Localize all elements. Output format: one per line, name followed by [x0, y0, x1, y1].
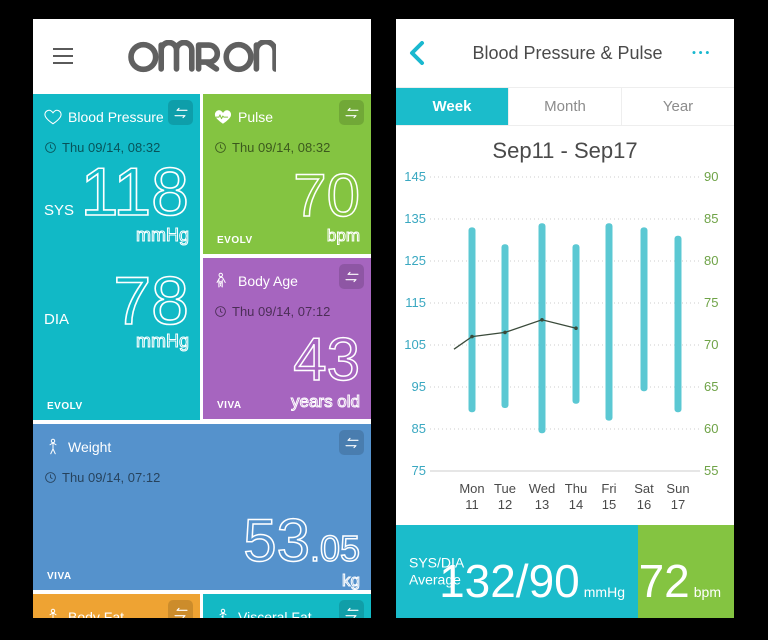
svg-text:65: 65	[704, 379, 718, 394]
svg-text:kg: kg	[342, 571, 360, 590]
svg-text:70: 70	[293, 162, 360, 229]
svg-text:11: 11	[465, 497, 479, 512]
svg-text:years old: years old	[291, 392, 360, 411]
svg-text:bpm: bpm	[327, 226, 360, 245]
svg-text:125: 125	[404, 253, 426, 268]
svg-text:mmHg: mmHg	[136, 225, 189, 245]
svg-text:78: 78	[113, 263, 189, 339]
svg-text:DIA: DIA	[44, 311, 69, 328]
svg-text:80: 80	[704, 253, 718, 268]
svg-text:Sun: Sun	[666, 481, 689, 496]
svg-text:105: 105	[404, 337, 426, 352]
svg-text:75: 75	[412, 463, 426, 478]
svg-text:145: 145	[404, 169, 426, 184]
svg-text:90: 90	[704, 169, 718, 184]
svg-text:13: 13	[535, 497, 549, 512]
svg-text:SYS: SYS	[44, 202, 74, 219]
svg-text:16: 16	[637, 497, 651, 512]
svg-text:115: 115	[405, 295, 426, 310]
svg-text:Wed: Wed	[529, 481, 556, 496]
svg-text:14: 14	[569, 497, 583, 512]
svg-text:Fri: Fri	[601, 481, 616, 496]
svg-text:mmHg: mmHg	[136, 331, 189, 351]
svg-text:70: 70	[704, 337, 718, 352]
svg-text:15: 15	[602, 497, 616, 512]
svg-text:Tue: Tue	[494, 481, 516, 496]
svg-text:85: 85	[704, 211, 718, 226]
svg-text:60: 60	[704, 421, 718, 436]
svg-text:12: 12	[498, 497, 512, 512]
svg-text:55: 55	[704, 463, 718, 478]
svg-text:53.05: 53.05	[243, 507, 360, 574]
svg-text:43: 43	[293, 326, 360, 393]
svg-text:85: 85	[412, 421, 426, 436]
svg-text:Mon: Mon	[459, 481, 484, 496]
svg-text:95: 95	[412, 379, 426, 394]
svg-text:135: 135	[404, 211, 426, 226]
svg-text:118: 118	[81, 154, 189, 230]
svg-text:17: 17	[671, 497, 685, 512]
svg-text:Sat: Sat	[634, 481, 654, 496]
svg-text:75: 75	[704, 295, 718, 310]
svg-text:Thu: Thu	[565, 481, 587, 496]
